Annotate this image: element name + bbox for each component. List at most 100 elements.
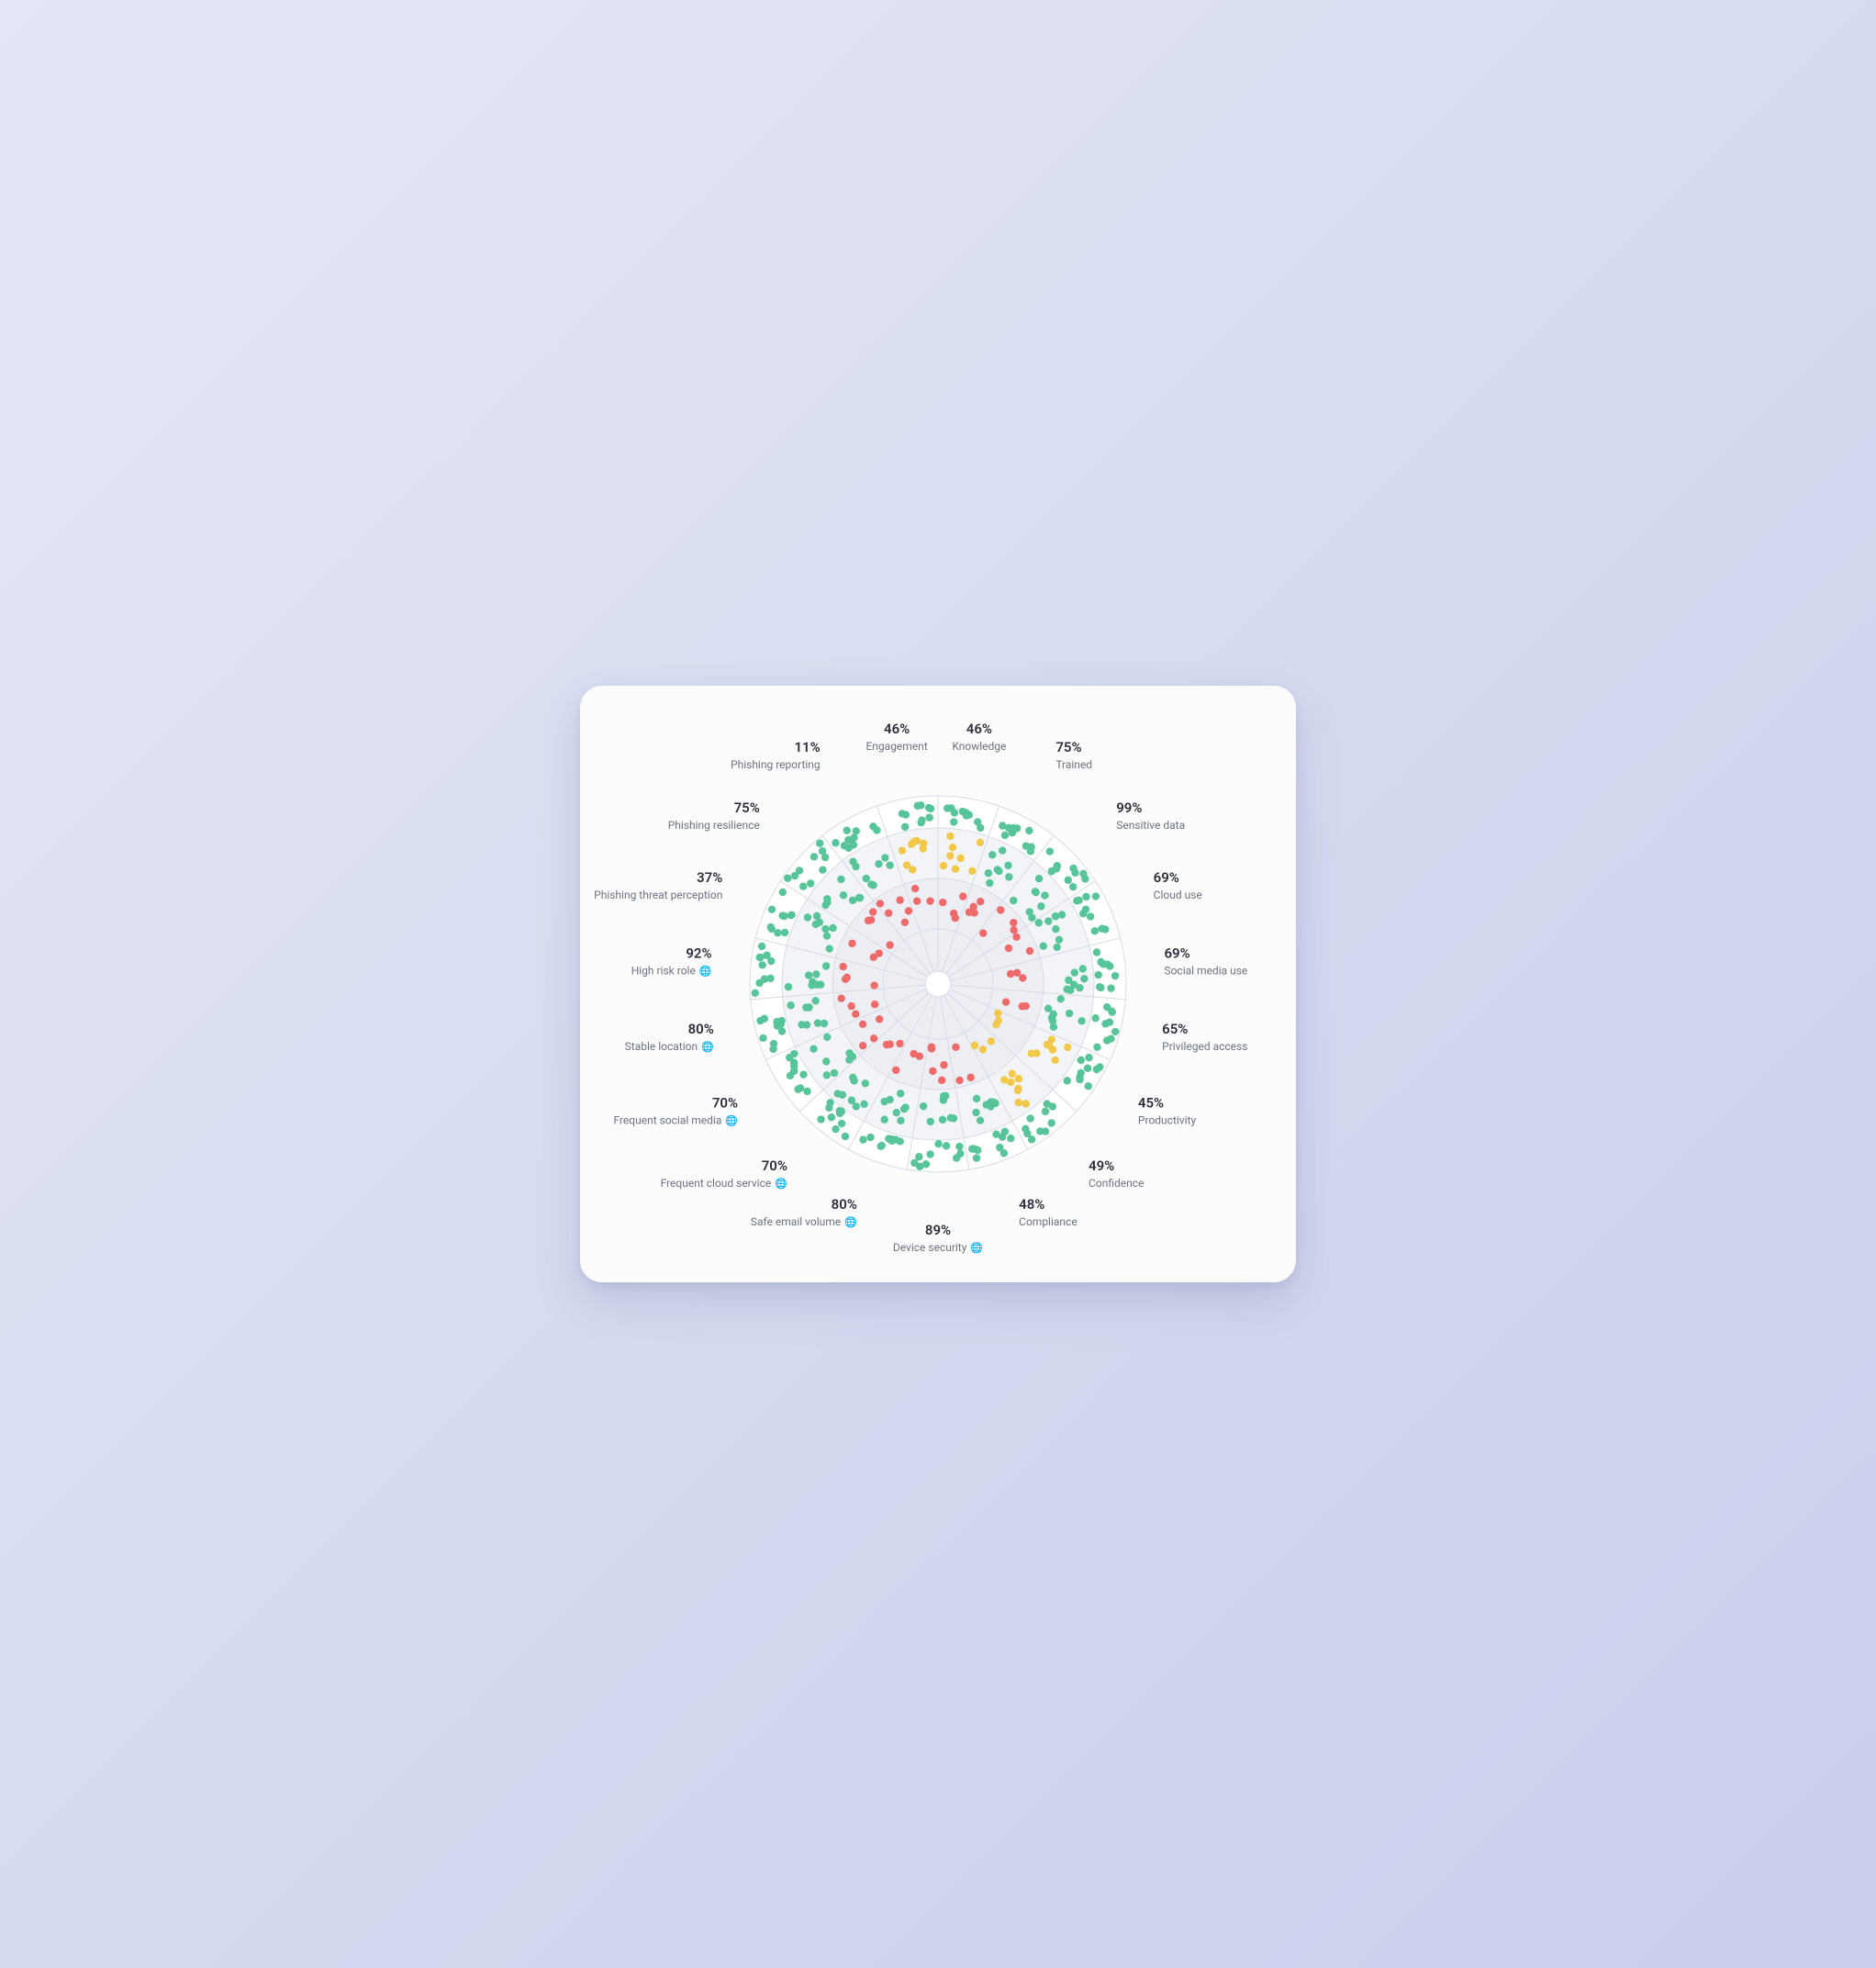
data-dot	[955, 1077, 963, 1084]
data-dot	[786, 1054, 793, 1061]
data-dot	[939, 899, 946, 906]
data-dot	[791, 872, 798, 879]
data-dot	[819, 847, 826, 855]
data-dot	[979, 930, 987, 937]
data-dot	[1109, 1008, 1116, 1015]
sector-name: Frequent social media🌐	[613, 1113, 738, 1126]
data-dot	[940, 1096, 947, 1103]
sector-name: Phishing reporting	[731, 758, 821, 771]
data-dot	[1096, 1063, 1103, 1070]
data-dot	[787, 911, 795, 919]
data-dot	[805, 971, 812, 978]
data-dot	[897, 1090, 904, 1097]
sector-label: 45%Productivity	[1138, 1094, 1197, 1126]
data-dot	[1013, 824, 1021, 832]
data-dot	[1092, 892, 1100, 900]
sector-label: 49%Confidence	[1089, 1157, 1144, 1190]
data-dot	[1035, 919, 1043, 926]
data-dot	[1095, 971, 1102, 978]
data-dot	[869, 908, 877, 915]
sector-name: Knowledge	[952, 740, 1006, 753]
data-dot	[1087, 912, 1094, 920]
data-dot	[1047, 1119, 1055, 1126]
data-dot	[973, 1154, 980, 1161]
data-dot	[1015, 1075, 1022, 1082]
data-dot	[901, 1103, 909, 1111]
data-dot	[1012, 934, 1020, 941]
data-dot	[842, 1133, 849, 1140]
sector-name: High risk role🌐	[631, 965, 712, 978]
sector-label: 37%Phishing threat perception	[594, 869, 722, 901]
data-dot	[1049, 1102, 1056, 1110]
data-dot	[823, 932, 831, 939]
data-dot	[1052, 925, 1059, 933]
data-dot	[955, 1143, 963, 1150]
data-dot	[817, 980, 824, 988]
data-dot	[994, 1010, 1001, 1017]
data-dot	[925, 814, 932, 822]
data-dot	[959, 892, 966, 900]
data-dot	[1085, 1082, 1092, 1090]
data-dot	[908, 841, 915, 848]
data-dot	[1085, 1054, 1092, 1061]
sector-name: Privileged access	[1162, 1040, 1247, 1053]
data-dot	[999, 846, 1006, 854]
data-dot	[886, 861, 893, 868]
data-dot	[973, 1095, 980, 1102]
data-dot	[1107, 1034, 1114, 1042]
sector-pct: 75%	[1055, 739, 1081, 755]
data-dot	[821, 925, 829, 933]
data-dot	[821, 1020, 828, 1027]
data-dot	[899, 810, 906, 817]
data-dot	[1044, 1004, 1052, 1012]
data-dot	[1093, 1044, 1100, 1051]
data-dot	[1097, 984, 1104, 991]
data-dot	[1044, 917, 1052, 924]
data-dot	[843, 974, 851, 981]
data-dot	[950, 818, 957, 825]
data-dot	[849, 897, 856, 904]
data-dot	[877, 1142, 885, 1149]
data-dot	[869, 881, 877, 889]
data-dot	[1079, 870, 1087, 878]
sector-label: 75%Phishing resilience	[668, 800, 760, 832]
data-dot	[915, 1153, 922, 1160]
sector-name: Cloud use	[1154, 889, 1202, 901]
data-dot	[1025, 827, 1033, 834]
sector-pct: 45%	[1138, 1094, 1164, 1111]
data-dot	[901, 823, 909, 831]
data-dot	[1048, 867, 1055, 875]
data-dot	[1058, 911, 1066, 918]
data-dot	[968, 1145, 976, 1152]
data-dot	[940, 1061, 947, 1068]
data-dot	[880, 1116, 888, 1124]
data-dot	[1040, 942, 1047, 949]
sector-label: 70%Frequent social media🌐	[613, 1094, 738, 1126]
sector-name: Compliance	[1019, 1215, 1078, 1228]
data-dot	[989, 1098, 997, 1105]
sector-name: Social media use	[1164, 965, 1247, 978]
data-dot	[1004, 862, 1011, 869]
data-dot	[1084, 1065, 1091, 1072]
data-dot	[784, 875, 791, 882]
data-dot	[1013, 969, 1021, 977]
data-dot	[883, 1041, 890, 1048]
data-dot	[1025, 908, 1033, 915]
data-dot	[840, 891, 847, 899]
data-dot	[835, 1107, 843, 1114]
data-dot	[925, 804, 932, 811]
data-dot	[953, 1154, 960, 1161]
data-dot	[849, 1074, 856, 1081]
data-dot	[897, 1117, 904, 1124]
data-dot	[1071, 869, 1078, 877]
data-dot	[839, 963, 846, 970]
data-dot	[767, 925, 775, 933]
sector-name: Phishing resilience	[668, 819, 760, 832]
data-dot	[799, 1070, 807, 1078]
data-dot	[1091, 927, 1099, 934]
sector-label: 80%Stable location🌐	[625, 1021, 714, 1053]
data-dot	[875, 860, 882, 867]
data-dot	[949, 844, 956, 851]
data-dot	[1078, 1057, 1085, 1064]
sector-pct: 65%	[1162, 1021, 1188, 1037]
